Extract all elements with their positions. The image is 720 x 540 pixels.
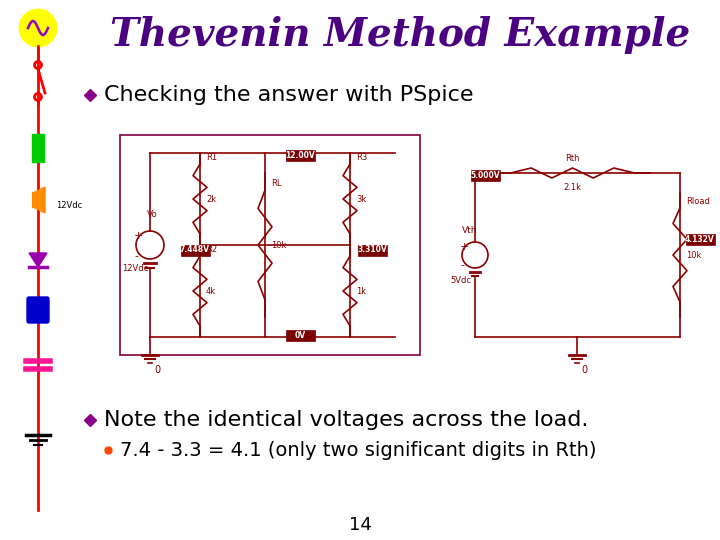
Text: R3: R3: [356, 153, 367, 162]
Text: 12.00V: 12.00V: [285, 151, 315, 159]
Text: R4: R4: [356, 245, 367, 254]
Text: 2k: 2k: [206, 194, 216, 204]
Text: Note the identical voltages across the load.: Note the identical voltages across the l…: [104, 410, 588, 430]
FancyBboxPatch shape: [181, 245, 210, 255]
Text: 12Vdc: 12Vdc: [56, 200, 82, 210]
Text: 14: 14: [348, 516, 372, 534]
Text: R1: R1: [206, 153, 217, 162]
Text: 0: 0: [154, 365, 160, 375]
Text: 3k: 3k: [356, 194, 366, 204]
Text: 1k: 1k: [356, 287, 366, 295]
FancyBboxPatch shape: [286, 329, 315, 341]
Text: 5.000V: 5.000V: [470, 171, 500, 179]
Text: 7.4 - 3.3 = 4.1 (only two significant digits in Rth): 7.4 - 3.3 = 4.1 (only two significant di…: [120, 441, 596, 460]
Text: +: +: [460, 242, 469, 252]
Text: Checking the answer with PSpice: Checking the answer with PSpice: [104, 85, 474, 105]
Text: -: -: [134, 251, 138, 261]
Text: 4k: 4k: [206, 287, 216, 295]
Polygon shape: [33, 187, 45, 213]
Text: Rload: Rload: [686, 197, 710, 206]
Text: R2: R2: [206, 245, 217, 254]
Text: 2.1k: 2.1k: [564, 183, 582, 192]
Text: 5Vdc: 5Vdc: [450, 276, 471, 285]
FancyBboxPatch shape: [470, 170, 500, 180]
Bar: [32, 134, 44, 162]
Text: -: -: [460, 260, 464, 270]
Text: 7.448V: 7.448V: [180, 246, 210, 254]
Text: 12Vdc: 12Vdc: [122, 264, 148, 273]
FancyBboxPatch shape: [358, 245, 387, 255]
Text: 10k: 10k: [271, 240, 287, 249]
Text: 4.132V: 4.132V: [685, 234, 715, 244]
Text: 3.310V: 3.310V: [357, 246, 387, 254]
Bar: [120, 135, 420, 355]
Text: Vo: Vo: [147, 210, 158, 219]
Text: Rth: Rth: [565, 154, 580, 163]
Text: RL: RL: [271, 179, 282, 188]
Circle shape: [20, 10, 56, 46]
FancyBboxPatch shape: [286, 150, 315, 160]
Text: 10k: 10k: [686, 251, 701, 260]
FancyBboxPatch shape: [685, 233, 714, 245]
Text: +: +: [134, 231, 143, 241]
Text: 0: 0: [581, 365, 587, 375]
Text: 0V: 0V: [294, 330, 305, 340]
Text: Thevenin Method Example: Thevenin Method Example: [110, 16, 690, 54]
Polygon shape: [29, 253, 47, 267]
Text: Vth: Vth: [462, 226, 478, 235]
FancyBboxPatch shape: [27, 297, 49, 323]
